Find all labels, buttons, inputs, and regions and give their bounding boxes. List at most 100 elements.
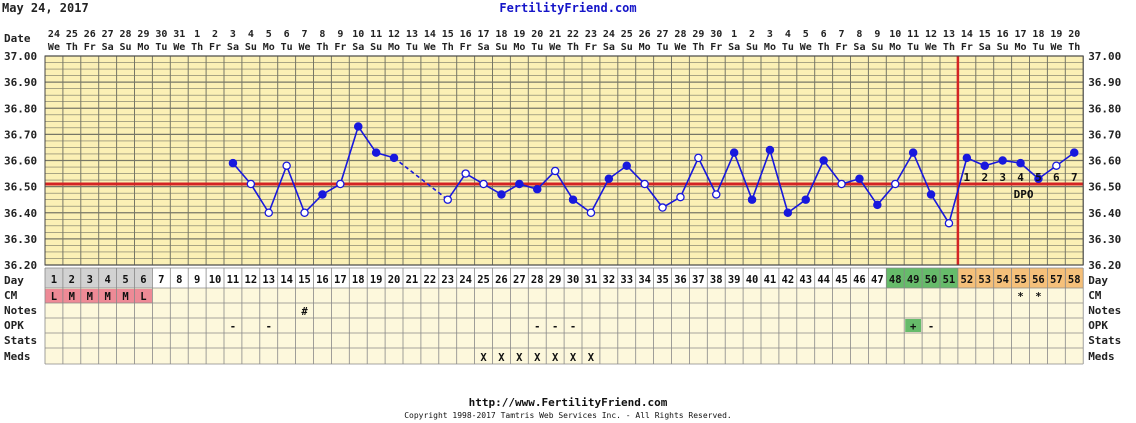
weekday-label: Fr (84, 42, 96, 53)
y-tick-left: 36.20 (4, 259, 37, 272)
cm-mark: * (1017, 291, 1023, 303)
day-cell (886, 268, 905, 288)
day-cell (832, 268, 851, 288)
cm-mark: M (104, 291, 110, 303)
cm-cell (45, 289, 63, 303)
cycle-day-label: 14 (280, 274, 293, 286)
y-tick-left: 36.70 (4, 128, 37, 141)
cycle-day-label: 30 (567, 274, 580, 286)
weekday-label: Tu (281, 42, 293, 53)
note-mark: # (301, 306, 308, 318)
day-cell (510, 268, 529, 288)
cycle-day-label: 57 (1050, 274, 1063, 286)
cycle-day-label: 31 (585, 274, 598, 286)
cycle-day-label: 46 (853, 274, 866, 286)
row-label-right-cm: CM (1088, 289, 1102, 302)
day-cell (850, 268, 869, 288)
temp-point (1034, 174, 1043, 184)
day-cell (599, 268, 618, 288)
date-label: 1 (731, 29, 737, 40)
dpo-number: 1 (964, 171, 971, 184)
weekday-label: Th (316, 42, 328, 53)
weekday-label: Fr (334, 42, 346, 53)
y-tick-right: 36.90 (1088, 76, 1121, 89)
temp-point (729, 148, 739, 157)
weekday-label: Su (245, 42, 257, 53)
y-tick-right: 36.60 (1088, 155, 1121, 168)
date-label: 31 (173, 29, 185, 40)
med-mark: X (498, 352, 505, 364)
temp-line (876, 183, 896, 206)
cycle-day-label: 7 (158, 274, 164, 286)
weekday-label: Sa (603, 42, 615, 53)
temp-point (1070, 148, 1079, 157)
day-cell (277, 268, 296, 288)
date-label: 25 (621, 29, 633, 40)
row-label-stats: Stats (4, 334, 37, 347)
date-label: 30 (155, 29, 167, 40)
row-label-opk: OPK (4, 319, 24, 332)
dpo-number: 3 (999, 171, 1006, 184)
date-label: 9 (337, 29, 343, 40)
row-label-day: Day (4, 274, 24, 287)
day-cell (349, 268, 368, 288)
cycle-day-label: 41 (764, 274, 777, 286)
temp-line (303, 193, 324, 214)
y-tick-right: 37.00 (1088, 50, 1121, 63)
date-label: 13 (406, 29, 418, 40)
y-tick-left: 36.30 (4, 233, 37, 246)
cycle-day-label: 20 (388, 274, 401, 286)
cycle-day-label: 3 (87, 274, 93, 286)
weekday-label: Mo (764, 42, 776, 53)
temp-line (715, 152, 735, 195)
temp-point (515, 179, 524, 189)
day-cell (241, 268, 260, 288)
temp-line-dashed (393, 157, 449, 201)
y-tick-right: 36.70 (1088, 128, 1121, 141)
cm-mark: M (87, 291, 93, 303)
day-cell (814, 268, 833, 288)
cycle-day-label: 42 (782, 274, 795, 286)
day-cell (975, 268, 994, 288)
temp-point (246, 179, 256, 189)
page-date: May 24, 2017 (2, 1, 89, 15)
site-title[interactable]: FertilityFriend.com (499, 1, 637, 15)
temp-line (948, 157, 968, 224)
temp-point (336, 179, 345, 189)
cycle-day-label: 40 (746, 274, 759, 286)
cycle-day-label: 52 (961, 274, 974, 286)
temp-point (926, 190, 936, 199)
day-cell (456, 268, 475, 288)
opk-mark: - (230, 321, 236, 333)
cycle-day-label: 25 (477, 274, 490, 286)
dpo-number: 4 (1017, 171, 1024, 184)
temp-line (894, 152, 914, 185)
date-label: 30 (710, 29, 722, 40)
temp-line (644, 183, 664, 209)
y-tick-left: 36.80 (4, 102, 37, 115)
day-cell (206, 268, 224, 288)
temp-point (550, 166, 560, 176)
temp-point (622, 161, 632, 170)
temp-point (783, 208, 793, 217)
cycle-day-label: 29 (549, 274, 562, 286)
temp-point (819, 156, 828, 165)
weekday-label: Fr (460, 42, 472, 53)
date-label: 15 (442, 29, 454, 40)
weekday-label: We (299, 42, 311, 53)
footer-copyright: Copyright 1998-2017 Tamtris Web Services… (404, 411, 732, 420)
temp-point (962, 153, 972, 163)
date-label: 28 (120, 29, 132, 40)
day-cell (170, 268, 189, 288)
temp-line (751, 149, 771, 200)
temp-line (250, 183, 270, 214)
date-label: 20 (531, 29, 543, 40)
cm-cell (116, 289, 135, 303)
cm-mark: L (51, 291, 57, 303)
cycle-day-label: 9 (194, 274, 200, 286)
date-label: 7 (839, 29, 845, 40)
footer-url[interactable]: http://www.FertilityFriend.com (468, 396, 668, 409)
cm-cell (134, 289, 153, 303)
cycle-day-label: 6 (140, 274, 146, 286)
temp-line (590, 178, 610, 214)
